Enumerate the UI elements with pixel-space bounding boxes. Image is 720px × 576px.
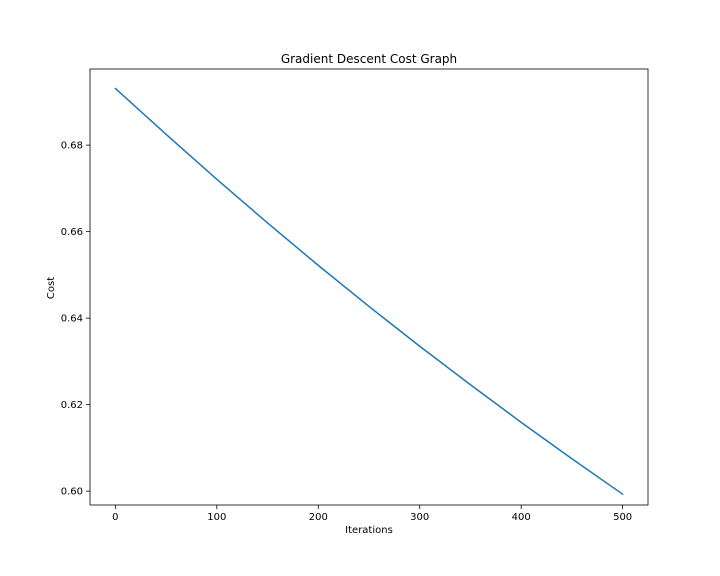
x-axis-label: Iterations xyxy=(345,525,393,536)
x-axis-ticks: 0 100 200 300 400 500 xyxy=(112,505,632,523)
x-tick-label: 400 xyxy=(512,512,531,523)
chart-title: Gradient Descent Cost Graph xyxy=(281,52,457,66)
x-tick-label: 500 xyxy=(613,512,632,523)
axes-frame xyxy=(89,68,649,506)
plot-area xyxy=(114,87,624,495)
x-tick-label: 100 xyxy=(207,512,226,523)
x-tick-label: 200 xyxy=(309,512,328,523)
y-tick-label: 0.66 xyxy=(61,227,83,238)
y-tick-label: 0.64 xyxy=(61,314,83,325)
y-tick-label: 0.68 xyxy=(61,141,83,152)
y-axis-ticks: 0.60 0.62 0.64 0.66 0.68 xyxy=(61,141,90,498)
x-tick-label: 0 xyxy=(112,512,118,523)
y-axis-label: Cost xyxy=(46,277,57,299)
y-tick-label: 0.60 xyxy=(61,487,83,498)
y-tick-label: 0.62 xyxy=(61,400,83,411)
x-tick-label: 300 xyxy=(410,512,429,523)
cost-series-line xyxy=(114,87,624,495)
